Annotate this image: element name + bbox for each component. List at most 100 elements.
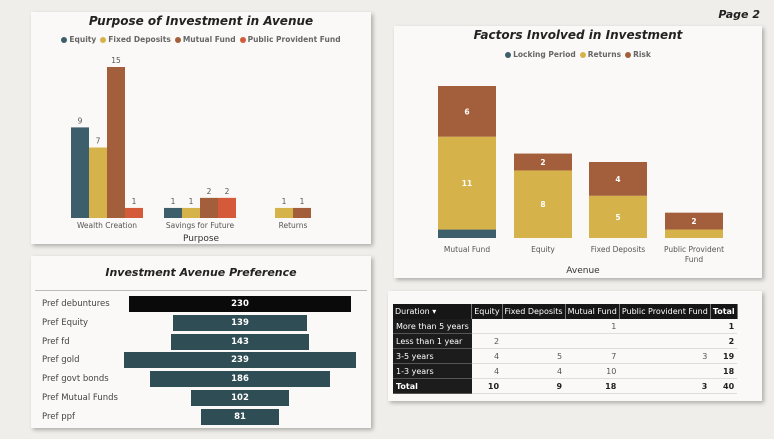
matrix-cell [502,319,566,334]
preference-bar-pref-debuntures[interactable]: 230 [128,296,352,312]
purpose-bar-savings-for-future-fixed-deposits[interactable] [182,207,200,218]
legend-dot-icon [239,36,246,43]
matrix-cell [619,319,711,334]
purpose-data-label: 1 [189,197,194,206]
factors-x-axis-label: Avenue [566,266,600,276]
purpose-bar-wealth-creation-mutual-fund[interactable] [107,67,125,218]
preference-category-label: Pref fd [42,336,70,347]
preference-category-label: Pref govt bonds [42,374,109,385]
purpose-bar-savings-for-future-public-provident-fund[interactable] [218,197,236,218]
factors-data-label: 2 [691,217,696,226]
purpose-bar-savings-for-future-mutual-fund[interactable] [200,197,218,218]
legend-dot-icon [174,36,181,43]
matrix-cell: 2 [710,333,738,349]
legend-dot-icon [100,36,107,43]
duration-matrix-card[interactable]: Duration ▾ Equity Fixed Deposits Mutual Fun… [388,291,762,401]
purpose-legend-public-provident-fund[interactable]: Public Provident Fund [239,35,341,44]
purpose-bar-returns-mutual-fund[interactable] [293,207,311,218]
preference-chart-card[interactable]: Investment Avenue Preference Pref debunt… [31,256,371,428]
purpose-bar-wealth-creation-equity[interactable] [71,127,89,218]
purpose-data-label: 15 [111,56,121,65]
factors-data-label: 4 [615,175,620,184]
factors-bar-mutual-fund-risk[interactable] [438,86,496,137]
purpose-x-tick-label: Wealth Creation [77,221,137,230]
factors-bar-fixed-deposits-risk[interactable] [589,162,647,196]
factors-data-label: 5 [615,213,620,222]
factors-data-label: 8 [540,200,545,209]
matrix-row: 3-5 years 4 5 7 3 19 [393,348,738,364]
factors-chart-title: Factors Involved in Investment [473,28,683,42]
matrix-cell: 4 [502,363,566,379]
factors-legend-locking-period[interactable]: Locking Period [505,50,576,59]
column-header-fixed-deposits[interactable]: Fixed Deposits [502,304,566,319]
matrix-cell [502,333,566,349]
legend-label: Fixed Deposits [108,35,171,44]
preference-bar-pref-equity[interactable]: 139 [172,314,308,331]
column-header-mutual-fund[interactable]: Mutual Fund [565,304,620,319]
legend-dot-icon [625,51,632,58]
column-header-public-provident-fund[interactable]: Public Provident Fund [619,304,711,319]
preference-bar-pref-govt-bonds[interactable]: 186 [150,371,330,388]
purpose-data-label: 1 [132,197,137,206]
purpose-data-label: 2 [225,187,230,196]
factors-chart-card[interactable]: Factors Involved in Investment Locking P… [394,26,762,278]
matrix-cell: 5 [502,348,566,364]
matrix-cell: 10 [471,378,503,394]
factors-bar-public-provident-fund-returns[interactable] [665,229,723,238]
matrix-cell: 1 [565,319,620,334]
matrix-cell: 18 [710,363,738,379]
purpose-bar-returns-fixed-deposits[interactable] [275,207,293,218]
preference-chart-title: Investment Avenue Preference [105,266,297,279]
purpose-bar-wealth-creation-public-provident-fund[interactable] [125,207,143,218]
legend-label: Risk [633,50,651,59]
factors-bar-mutual-fund-returns[interactable] [438,136,496,230]
purpose-chart-card[interactable]: Purpose of Investment in Avenue Equity Fi… [31,12,371,244]
matrix-total-row: Total 10 9 18 3 40 [393,378,738,394]
factors-bar-equity-risk[interactable] [514,153,572,171]
matrix-cell [565,333,620,349]
column-header-total[interactable]: Total [710,304,738,319]
legend-dot-icon [579,51,586,58]
matrix-cell: 7 [565,348,620,364]
factors-data-label: 11 [462,179,472,188]
purpose-data-label: 7 [96,137,101,146]
factors-data-label: 6 [464,107,469,116]
matrix-cell [619,333,711,349]
purpose-legend-fixed-deposits[interactable]: Fixed Deposits [100,35,171,44]
factors-legend-risk[interactable]: Risk [625,50,651,59]
legend-label: Public Provident Fund [247,35,341,44]
matrix-row-header: Less than 1 year [393,333,472,349]
matrix-row: More than 5 years 1 1 [393,319,738,334]
factors-x-tick-label: Fixed Deposits [591,245,645,254]
page-label: Page 2 [718,8,760,21]
preference-bar-pref-fd[interactable]: 143 [170,333,310,350]
factors-bar-equity-returns[interactable] [514,170,572,238]
sort-column-header-duration[interactable]: Duration ▾ [393,304,473,319]
purpose-chart-title: Purpose of Investment in Avenue [88,14,314,28]
matrix-cell: 40 [710,378,738,394]
factors-x-tick-label: Public Provident [664,245,724,254]
matrix-row-header: More than 5 years [393,319,472,334]
purpose-legend-equity[interactable]: Equity [61,35,96,44]
preference-bar-pref-ppf[interactable]: 81 [200,408,280,425]
factors-x-tick-label: Mutual Fund [444,245,490,254]
purpose-data-label: 1 [282,197,287,206]
factors-bar-mutual-fund-locking-period[interactable] [438,229,496,238]
preference-bar-pref-gold[interactable]: 239 [124,352,356,369]
purpose-bar-savings-for-future-equity[interactable] [164,207,182,218]
factors-x-tick-label: Equity [531,245,555,254]
preference-bar-pref-mutual-funds[interactable]: 102 [190,390,290,406]
legend-label: Equity [69,35,97,44]
purpose-legend-mutual-fund[interactable]: Mutual Fund [174,35,236,44]
factors-bar-public-provident-fund-risk[interactable] [665,212,723,230]
matrix-row-header: 3-5 years [393,348,472,364]
matrix-cell: 4 [471,363,503,379]
matrix-row: Less than 1 year 2 2 [393,333,738,349]
column-header-equity[interactable]: Equity [471,304,503,319]
preference-category-label: Pref ppf [42,411,75,422]
factors-legend-returns[interactable]: Returns [579,50,622,59]
legend-label: Locking Period [513,50,576,59]
factors-bar-fixed-deposits-returns[interactable] [589,195,647,238]
purpose-bar-wealth-creation-fixed-deposits[interactable] [89,147,107,218]
legend-label: Returns [587,50,622,59]
